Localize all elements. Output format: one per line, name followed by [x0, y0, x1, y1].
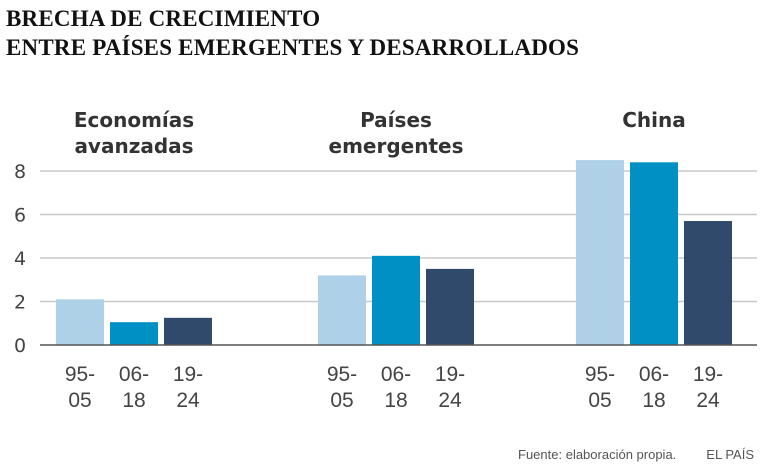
- x-tick-label: 95-: [585, 363, 615, 386]
- x-tick-label: 24: [438, 389, 462, 412]
- y-tick-label: 0: [14, 335, 26, 357]
- bar-1-2: [426, 268, 474, 345]
- brand-label: EL PAÍS: [706, 447, 754, 462]
- title-line-1: BRECHA DE CRECIMIENTO: [6, 6, 321, 31]
- group-title-line: Países: [360, 108, 432, 132]
- title-line-2: ENTRE PAÍSES EMERGENTES Y DESARROLLADOS: [6, 35, 580, 60]
- bar-2-0: [576, 160, 624, 345]
- y-tick-label: 8: [14, 161, 26, 183]
- x-tick-label: 05: [68, 389, 91, 412]
- x-tick-label: 19-: [435, 363, 465, 386]
- x-tick-label: 18: [384, 389, 407, 412]
- x-tick-label: 18: [122, 389, 145, 412]
- source-note: Fuente: elaboración propia.: [518, 447, 677, 462]
- chart-title: BRECHA DE CRECIMIENTO ENTRE PAÍSES EMERG…: [6, 4, 579, 62]
- x-tick-label: 06-: [381, 363, 411, 386]
- bar-0-0: [56, 299, 104, 345]
- x-tick-label: 06-: [639, 363, 669, 386]
- bar-0-2: [164, 317, 212, 345]
- x-tick-label: 18: [642, 389, 665, 412]
- x-tick-label: 05: [588, 389, 611, 412]
- group-title-line: Economías: [74, 108, 194, 132]
- y-tick-label: 6: [14, 205, 26, 227]
- x-tick-label: 95-: [65, 363, 95, 386]
- group-title-line: avanzadas: [74, 134, 193, 158]
- bar-1-1: [372, 255, 420, 345]
- x-tick-label: 24: [176, 389, 200, 412]
- bar-0-1: [110, 322, 158, 345]
- group-title-line: emergentes: [329, 134, 464, 158]
- bar-1-0: [318, 275, 366, 345]
- x-tick-label: 19-: [173, 363, 203, 386]
- x-tick-label: 06-: [119, 363, 149, 386]
- x-tick-label: 05: [330, 389, 353, 412]
- bar-2-2: [684, 221, 732, 345]
- y-tick-label: 2: [14, 292, 26, 314]
- bar-2-1: [630, 162, 678, 345]
- footer: Fuente: elaboración propia. EL PAÍS: [518, 447, 754, 462]
- x-tick-label: 24: [696, 389, 720, 412]
- x-tick-label: 19-: [693, 363, 723, 386]
- x-tick-label: 95-: [327, 363, 357, 386]
- group-title-line: China: [622, 108, 686, 132]
- y-tick-label: 4: [14, 248, 26, 270]
